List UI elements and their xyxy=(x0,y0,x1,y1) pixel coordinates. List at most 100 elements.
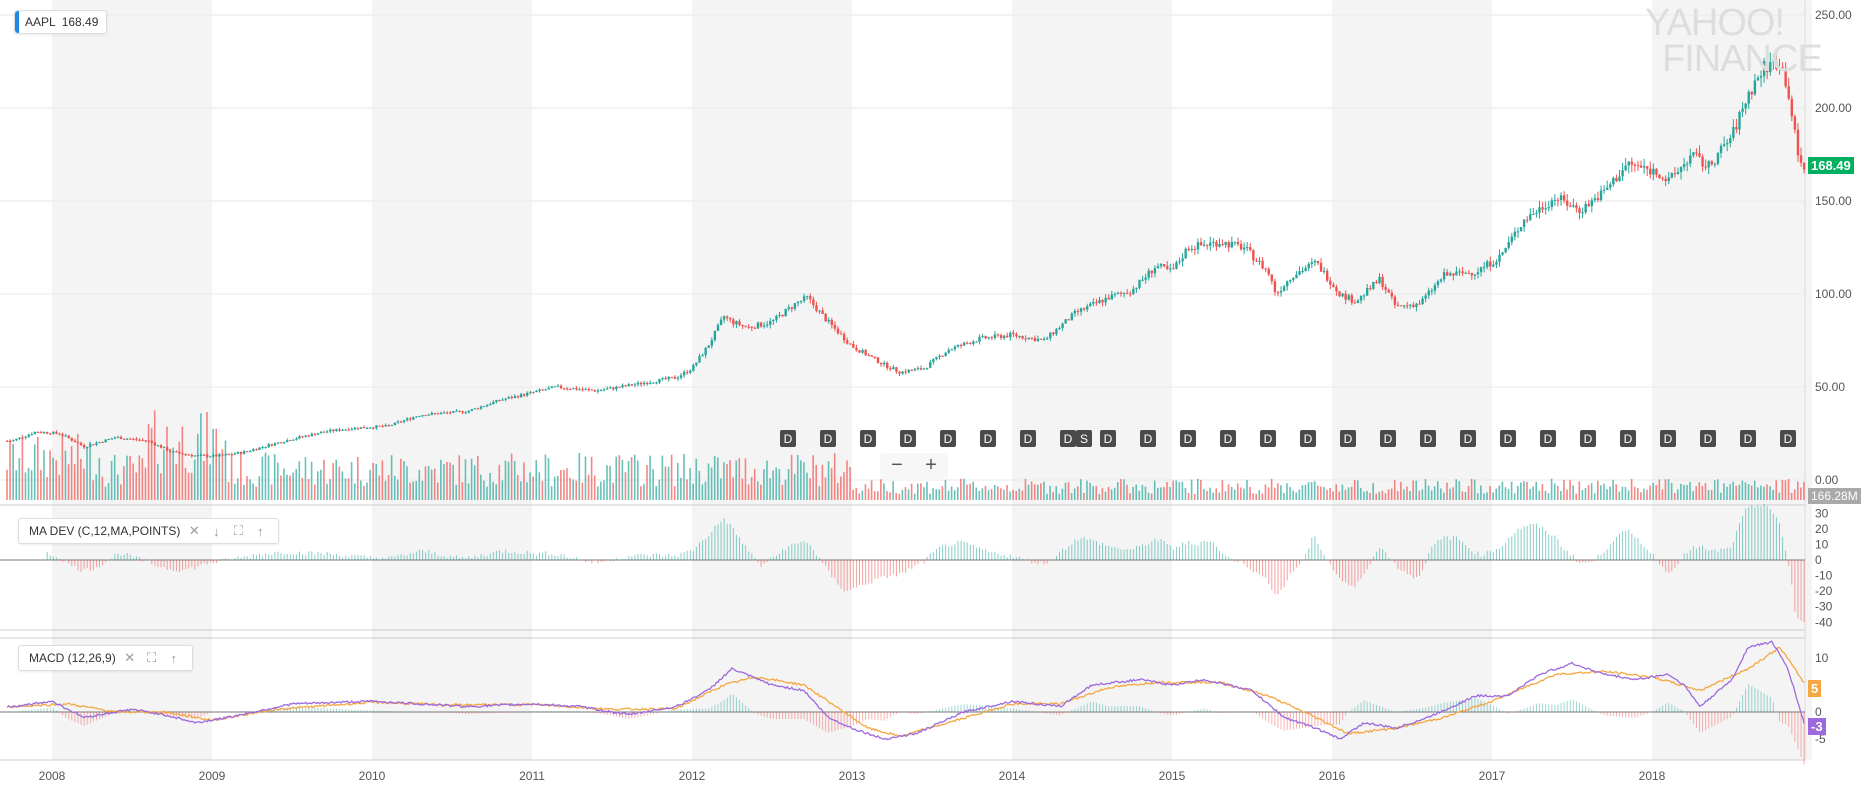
volume-bar xyxy=(301,477,304,500)
candle-body xyxy=(1606,187,1609,190)
madev-tag[interactable]: MA DEV (C,12,MA,POINTS) ✕ ↓ ⛶ ↑ xyxy=(18,518,280,544)
candle-body xyxy=(1455,271,1458,276)
volume-bar xyxy=(892,481,894,500)
dividend-marker xyxy=(1060,430,1076,447)
volume-bar xyxy=(246,476,248,500)
candle-body xyxy=(227,454,230,456)
candle-body xyxy=(1135,287,1138,289)
volume-bar xyxy=(1326,489,1328,500)
volume-bar xyxy=(1110,489,1113,500)
zoom-in-button[interactable]: + xyxy=(925,454,937,476)
volume-bar xyxy=(821,464,824,500)
candle-body xyxy=(1326,270,1329,281)
candle-body xyxy=(1061,323,1064,329)
dividend-marker xyxy=(1700,430,1716,447)
ticker-tag[interactable]: AAPL 168.49 xyxy=(14,10,108,34)
volume-bar xyxy=(1230,486,1233,500)
candle-body xyxy=(335,429,338,432)
volume-bar xyxy=(1769,486,1771,500)
candle-body xyxy=(36,431,40,433)
dividend-marker xyxy=(1300,430,1316,447)
candle-body xyxy=(1310,262,1314,264)
volume-bar xyxy=(323,459,325,500)
candle-body xyxy=(1082,308,1086,310)
candle-body xyxy=(907,369,910,373)
volume-bar xyxy=(335,459,338,500)
dividend-marker-label: D xyxy=(1304,432,1313,446)
candle-body xyxy=(901,371,904,374)
madev-tick-label: -30 xyxy=(1815,600,1833,614)
candle-body xyxy=(1424,295,1427,299)
volume-bar xyxy=(104,486,107,500)
candle-body xyxy=(1673,173,1677,175)
candle-body xyxy=(1621,170,1624,177)
volume-bar xyxy=(498,464,501,500)
volume-bar xyxy=(200,413,202,500)
candle-body xyxy=(1101,299,1104,303)
volume-bar xyxy=(1027,484,1030,500)
candle-body xyxy=(381,426,384,428)
candle-body xyxy=(1442,272,1446,280)
candle-body xyxy=(692,364,695,371)
arrow-up-icon[interactable]: ↑ xyxy=(257,523,264,539)
volume-bar xyxy=(861,490,864,500)
volume-bar xyxy=(390,455,393,500)
candle-body xyxy=(1113,293,1117,295)
year-band xyxy=(372,0,532,760)
candle-body xyxy=(492,401,495,405)
dividend-marker xyxy=(1740,430,1756,447)
volume-bar xyxy=(1430,490,1433,500)
candle-body xyxy=(1741,108,1744,112)
candle-body xyxy=(941,355,944,357)
volume-bar xyxy=(163,449,165,500)
candle-body xyxy=(1581,212,1584,214)
candle-body xyxy=(1609,184,1612,188)
volume-bar xyxy=(95,474,98,500)
candle-body xyxy=(1298,271,1301,275)
volume-bar xyxy=(680,477,682,500)
volume-bar xyxy=(353,483,356,500)
candle-body xyxy=(1390,292,1394,297)
candle-body xyxy=(830,319,834,325)
volume-bar xyxy=(1726,486,1728,500)
volume-bar xyxy=(870,480,873,500)
candle-body xyxy=(181,453,184,455)
close-icon[interactable]: ✕ xyxy=(124,650,136,665)
candle-body xyxy=(1436,281,1440,286)
dividend-marker-label: D xyxy=(904,432,913,446)
volume-bar xyxy=(827,461,830,500)
volume-bar xyxy=(1572,485,1574,500)
arrow-up-icon[interactable]: ↑ xyxy=(170,650,177,666)
candle-body xyxy=(1461,271,1464,274)
year-bands xyxy=(52,0,1812,760)
volume-bar xyxy=(1781,479,1784,500)
arrow-down-icon[interactable]: ↓ xyxy=(213,523,220,539)
candle-body xyxy=(1704,166,1707,168)
volume-bar xyxy=(224,440,227,500)
volume-bar xyxy=(938,489,941,500)
volume-bar xyxy=(978,490,981,500)
expand-icon[interactable]: ⛶ xyxy=(147,650,157,665)
candle-body xyxy=(1766,61,1769,73)
candle-body xyxy=(975,341,978,343)
candle-body xyxy=(144,440,147,442)
candle-body xyxy=(479,406,483,409)
volume-bar xyxy=(1276,483,1279,500)
close-icon[interactable]: ✕ xyxy=(188,523,200,538)
candle-body xyxy=(1086,306,1089,310)
candle-body xyxy=(1095,302,1098,304)
volume-bar xyxy=(1169,486,1171,500)
volume-bar xyxy=(467,483,470,500)
price-tick-label: 250.00 xyxy=(1815,8,1852,22)
candle-body xyxy=(387,424,390,426)
volume-bar xyxy=(769,478,771,500)
zoom-out-button[interactable]: − xyxy=(891,454,903,476)
candle-body xyxy=(1409,304,1412,306)
volume-bar xyxy=(1683,484,1685,500)
candle-body xyxy=(107,439,110,441)
macd-tag[interactable]: MACD (12,26,9) ✕ ⛶ ↑ xyxy=(18,645,193,671)
candle-body xyxy=(409,418,412,420)
expand-icon[interactable]: ⛶ xyxy=(233,523,243,538)
volume-bar xyxy=(1116,482,1119,500)
